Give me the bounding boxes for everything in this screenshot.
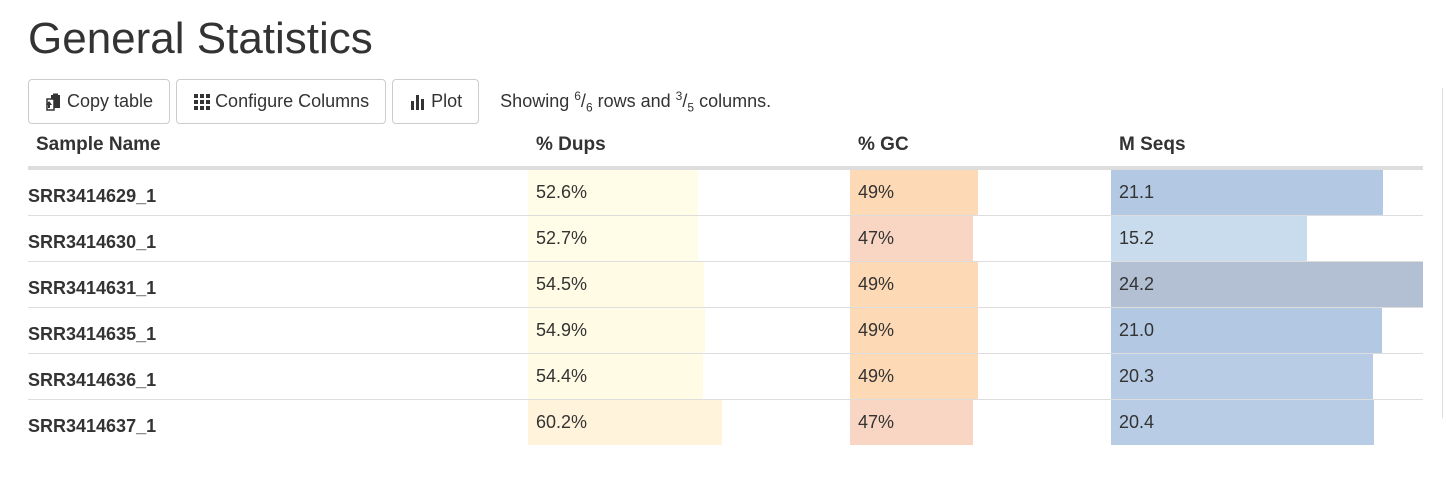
- mseqs-cell: 20.3: [1111, 353, 1423, 400]
- sample-name: SRR3414630_1: [28, 232, 157, 252]
- header-dups[interactable]: % Dups: [528, 124, 850, 170]
- dups-cell: 54.4%: [528, 353, 850, 400]
- gc-cell: 49%: [850, 261, 1111, 308]
- dups-value: 54.4%: [536, 366, 588, 386]
- dups-value: 60.2%: [536, 412, 588, 432]
- mseqs-bar: [1111, 354, 1373, 399]
- mseqs-value: 15.2: [1119, 228, 1155, 248]
- dups-cell: 52.7%: [528, 215, 850, 262]
- gc-cell: 49%: [850, 353, 1111, 400]
- mseqs-bar: [1111, 262, 1423, 307]
- gc-bar: [850, 170, 978, 215]
- header-mseqs[interactable]: M Seqs: [1111, 124, 1423, 170]
- table-row: SRR3414637_1 60.2% 47% 20.4: [28, 399, 1423, 445]
- copy-table-button[interactable]: Copy table: [28, 79, 171, 124]
- mseqs-bar: [1111, 216, 1307, 261]
- configure-columns-button[interactable]: Configure Columns: [176, 79, 387, 124]
- dups-bar: [528, 308, 705, 353]
- clipboard-icon: [45, 93, 63, 111]
- mseqs-value: 21.1: [1119, 182, 1155, 202]
- gc-bar: [850, 308, 978, 353]
- dups-cell: 54.9%: [528, 307, 850, 354]
- gc-bar: [850, 400, 973, 445]
- showing-summary: Showing 6/6 rows and 3/5 columns.: [500, 88, 772, 115]
- mseqs-bar: [1111, 170, 1383, 215]
- gc-value: 49%: [858, 366, 895, 386]
- sample-name-cell: SRR3414629_1: [28, 167, 528, 216]
- plot-button[interactable]: Plot: [392, 79, 480, 124]
- gc-cell: 47%: [850, 215, 1111, 262]
- mseqs-value: 20.4: [1119, 412, 1155, 432]
- mseqs-cell: 15.2: [1111, 215, 1423, 262]
- grid-icon: [193, 93, 211, 111]
- configure-columns-label: Configure Columns: [215, 91, 370, 111]
- sample-name-cell: SRR3414637_1: [28, 399, 528, 445]
- mseqs-bar: [1111, 308, 1382, 353]
- mseqs-cell: 24.2: [1111, 261, 1423, 308]
- gc-cell: 49%: [850, 167, 1111, 216]
- gc-cell: 49%: [850, 307, 1111, 354]
- mseqs-cell: 20.4: [1111, 399, 1423, 445]
- header-sample-name[interactable]: Sample Name: [28, 124, 528, 170]
- table-row: SRR3414636_1 54.4% 49% 20.3: [28, 353, 1423, 400]
- sample-name: SRR3414636_1: [28, 370, 157, 390]
- table-row: SRR3414629_1 52.6% 49% 21.1: [28, 167, 1423, 216]
- gc-bar: [850, 354, 978, 399]
- dups-value: 52.7%: [536, 228, 588, 248]
- bar-chart-icon: [409, 93, 427, 111]
- mseqs-cell: 21.1: [1111, 167, 1423, 216]
- gc-value: 49%: [858, 274, 895, 294]
- dups-bar: [528, 400, 722, 445]
- sample-name: SRR3414637_1: [28, 416, 157, 436]
- sample-name-cell: SRR3414631_1: [28, 261, 528, 308]
- gc-value: 49%: [858, 320, 895, 340]
- table-header-row: Sample Name % Dups % GC M Seqs: [28, 124, 1423, 170]
- dups-cell: 54.5%: [528, 261, 850, 308]
- header-gc[interactable]: % GC: [850, 124, 1111, 170]
- gc-value: 49%: [858, 182, 895, 202]
- dups-value: 54.9%: [536, 320, 588, 340]
- dups-value: 52.6%: [536, 182, 588, 202]
- dups-cell: 52.6%: [528, 167, 850, 216]
- sample-name: SRR3414635_1: [28, 324, 157, 344]
- dups-bar: [528, 262, 704, 307]
- gc-value: 47%: [858, 412, 895, 432]
- gc-cell: 47%: [850, 399, 1111, 445]
- mseqs-value: 20.3: [1119, 366, 1155, 386]
- mseqs-cell: 21.0: [1111, 307, 1423, 354]
- dups-cell: 60.2%: [528, 399, 850, 445]
- gc-value: 47%: [858, 228, 895, 248]
- gc-bar: [850, 216, 973, 261]
- page-title: General Statistics: [28, 14, 373, 63]
- sample-name: SRR3414631_1: [28, 278, 157, 298]
- copy-table-label: Copy table: [67, 91, 154, 111]
- dups-bar: [528, 216, 698, 261]
- dups-value: 54.5%: [536, 274, 588, 294]
- sample-name: SRR3414629_1: [28, 186, 157, 206]
- table-row: SRR3414631_1 54.5% 49% 24.2: [28, 261, 1423, 308]
- general-stats-table: Sample Name % Dups % GC M Seqs SRR341462…: [28, 124, 1423, 445]
- mseqs-bar: [1111, 400, 1374, 445]
- sample-name-cell: SRR3414635_1: [28, 307, 528, 354]
- table-toolbar: Copy table Configure Columns: [28, 79, 771, 124]
- plot-label: Plot: [431, 91, 463, 111]
- table-row: SRR3414630_1 52.7% 47% 15.2: [28, 215, 1423, 262]
- sample-name-cell: SRR3414630_1: [28, 215, 528, 262]
- mseqs-value: 24.2: [1119, 274, 1155, 294]
- dups-bar: [528, 170, 698, 215]
- table-row: SRR3414635_1 54.9% 49% 21.0: [28, 307, 1423, 354]
- sample-name-cell: SRR3414636_1: [28, 353, 528, 400]
- dups-bar: [528, 354, 703, 399]
- side-panel-edge: [1442, 88, 1446, 418]
- gc-bar: [850, 262, 978, 307]
- mseqs-value: 21.0: [1119, 320, 1155, 340]
